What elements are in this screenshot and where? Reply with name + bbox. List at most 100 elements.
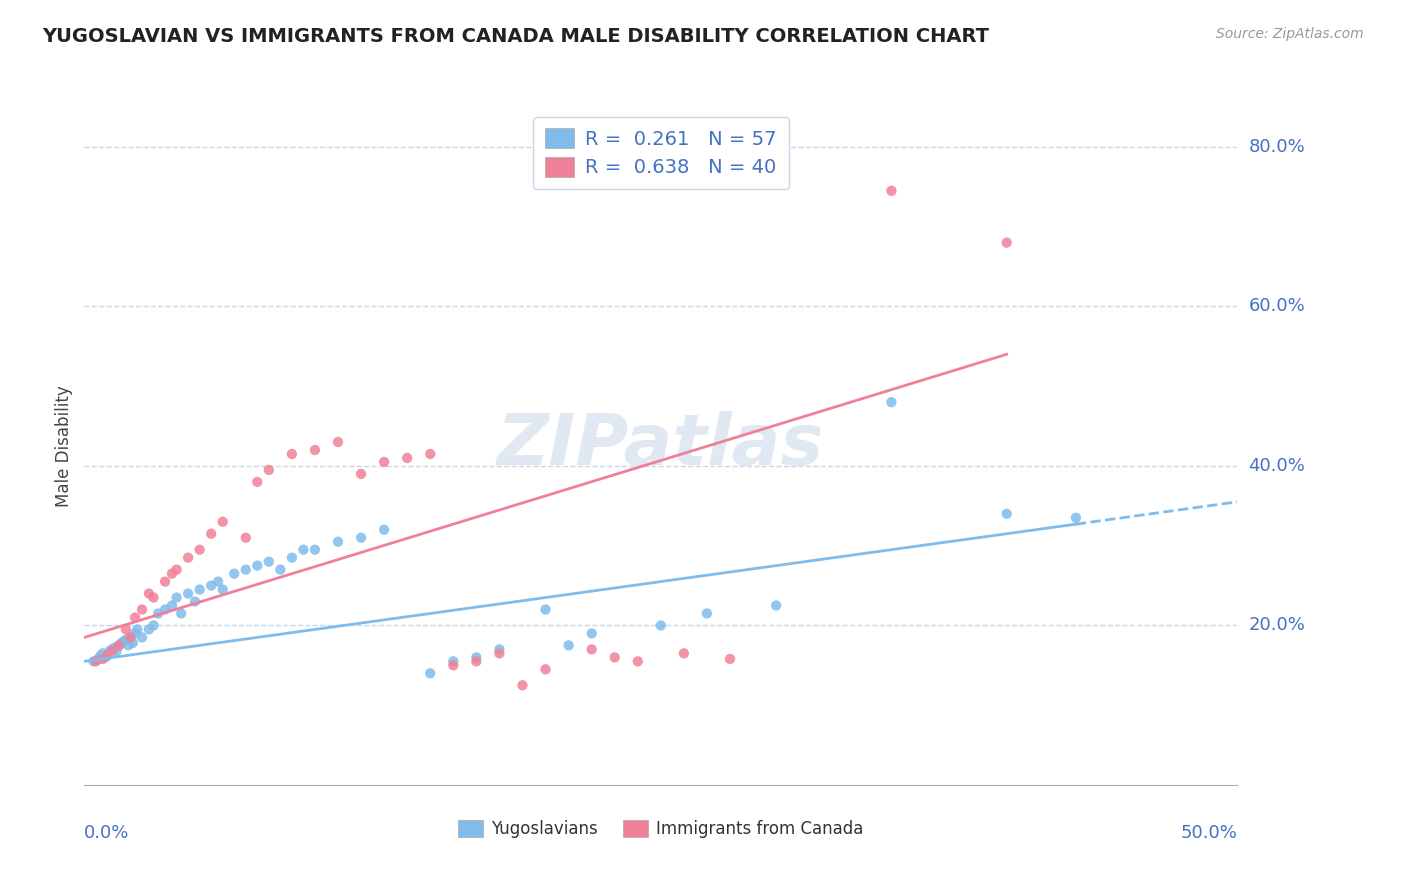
- Point: [581, 642, 603, 657]
- Point: [488, 646, 510, 660]
- Point: [373, 523, 395, 537]
- Point: [235, 563, 257, 577]
- Point: [131, 602, 153, 616]
- Point: [108, 639, 131, 653]
- Point: [101, 642, 124, 657]
- Point: [326, 435, 349, 450]
- Point: [304, 442, 326, 457]
- Point: [153, 602, 176, 616]
- Point: [672, 646, 695, 660]
- Point: [91, 652, 114, 666]
- Point: [138, 623, 160, 637]
- Point: [211, 582, 233, 597]
- Point: [224, 566, 246, 581]
- Point: [581, 626, 603, 640]
- Point: [488, 642, 510, 657]
- Point: [995, 235, 1018, 250]
- Point: [94, 650, 117, 665]
- Point: [1064, 510, 1087, 524]
- Point: [718, 652, 741, 666]
- Point: [373, 455, 395, 469]
- Point: [235, 531, 257, 545]
- Point: [419, 666, 441, 681]
- Point: [441, 654, 464, 668]
- Text: 50.0%: 50.0%: [1181, 824, 1237, 842]
- Point: [465, 650, 488, 665]
- Point: [257, 555, 280, 569]
- Point: [142, 618, 165, 632]
- Point: [127, 623, 149, 637]
- Point: [880, 395, 903, 409]
- Text: 80.0%: 80.0%: [1249, 138, 1305, 156]
- Point: [257, 463, 280, 477]
- Point: [995, 507, 1018, 521]
- Point: [188, 582, 211, 597]
- Text: 60.0%: 60.0%: [1249, 297, 1305, 316]
- Point: [200, 526, 222, 541]
- Point: [124, 610, 146, 624]
- Point: [292, 542, 315, 557]
- Text: 20.0%: 20.0%: [1249, 616, 1305, 634]
- Point: [87, 652, 110, 666]
- Point: [153, 574, 176, 589]
- Point: [534, 662, 557, 676]
- Point: [112, 634, 135, 648]
- Point: [396, 450, 419, 465]
- Y-axis label: Male Disability: Male Disability: [55, 385, 73, 507]
- Point: [170, 607, 193, 621]
- Text: ZIPatlas: ZIPatlas: [498, 411, 824, 481]
- Point: [142, 591, 165, 605]
- Point: [326, 534, 349, 549]
- Text: 40.0%: 40.0%: [1249, 457, 1305, 475]
- Point: [534, 602, 557, 616]
- Point: [115, 632, 138, 647]
- Point: [350, 531, 373, 545]
- Point: [110, 636, 132, 650]
- Point: [108, 639, 131, 653]
- Point: [103, 640, 125, 655]
- Point: [696, 607, 718, 621]
- Point: [120, 631, 142, 645]
- Point: [96, 648, 118, 663]
- Point: [512, 678, 534, 692]
- Point: [177, 586, 200, 600]
- Point: [441, 658, 464, 673]
- Point: [281, 550, 304, 565]
- Point: [131, 631, 153, 645]
- Point: [120, 631, 142, 645]
- Point: [98, 644, 121, 658]
- Text: 0.0%: 0.0%: [84, 824, 129, 842]
- Point: [115, 623, 138, 637]
- Point: [117, 639, 139, 653]
- Point: [83, 654, 105, 668]
- Point: [765, 599, 787, 613]
- Point: [211, 515, 233, 529]
- Text: YUGOSLAVIAN VS IMMIGRANTS FROM CANADA MALE DISABILITY CORRELATION CHART: YUGOSLAVIAN VS IMMIGRANTS FROM CANADA MA…: [42, 27, 990, 45]
- Point: [166, 563, 188, 577]
- Point: [650, 618, 672, 632]
- Point: [200, 578, 222, 592]
- Point: [96, 648, 118, 662]
- Point: [105, 644, 128, 658]
- Point: [304, 542, 326, 557]
- Point: [124, 626, 146, 640]
- Point: [91, 646, 114, 660]
- Point: [121, 636, 143, 650]
- Point: [146, 607, 169, 621]
- Point: [281, 447, 304, 461]
- Point: [246, 475, 269, 489]
- Point: [84, 654, 107, 668]
- Text: Source: ZipAtlas.com: Source: ZipAtlas.com: [1216, 27, 1364, 41]
- Point: [166, 591, 188, 605]
- Point: [89, 648, 111, 663]
- Legend: Yugoslavians, Immigrants from Canada: Yugoslavians, Immigrants from Canada: [451, 813, 870, 845]
- Point: [627, 654, 650, 668]
- Point: [419, 447, 441, 461]
- Point: [350, 467, 373, 481]
- Point: [880, 184, 903, 198]
- Point: [603, 650, 626, 665]
- Point: [269, 563, 291, 577]
- Point: [188, 542, 211, 557]
- Point: [557, 639, 579, 653]
- Point: [465, 654, 488, 668]
